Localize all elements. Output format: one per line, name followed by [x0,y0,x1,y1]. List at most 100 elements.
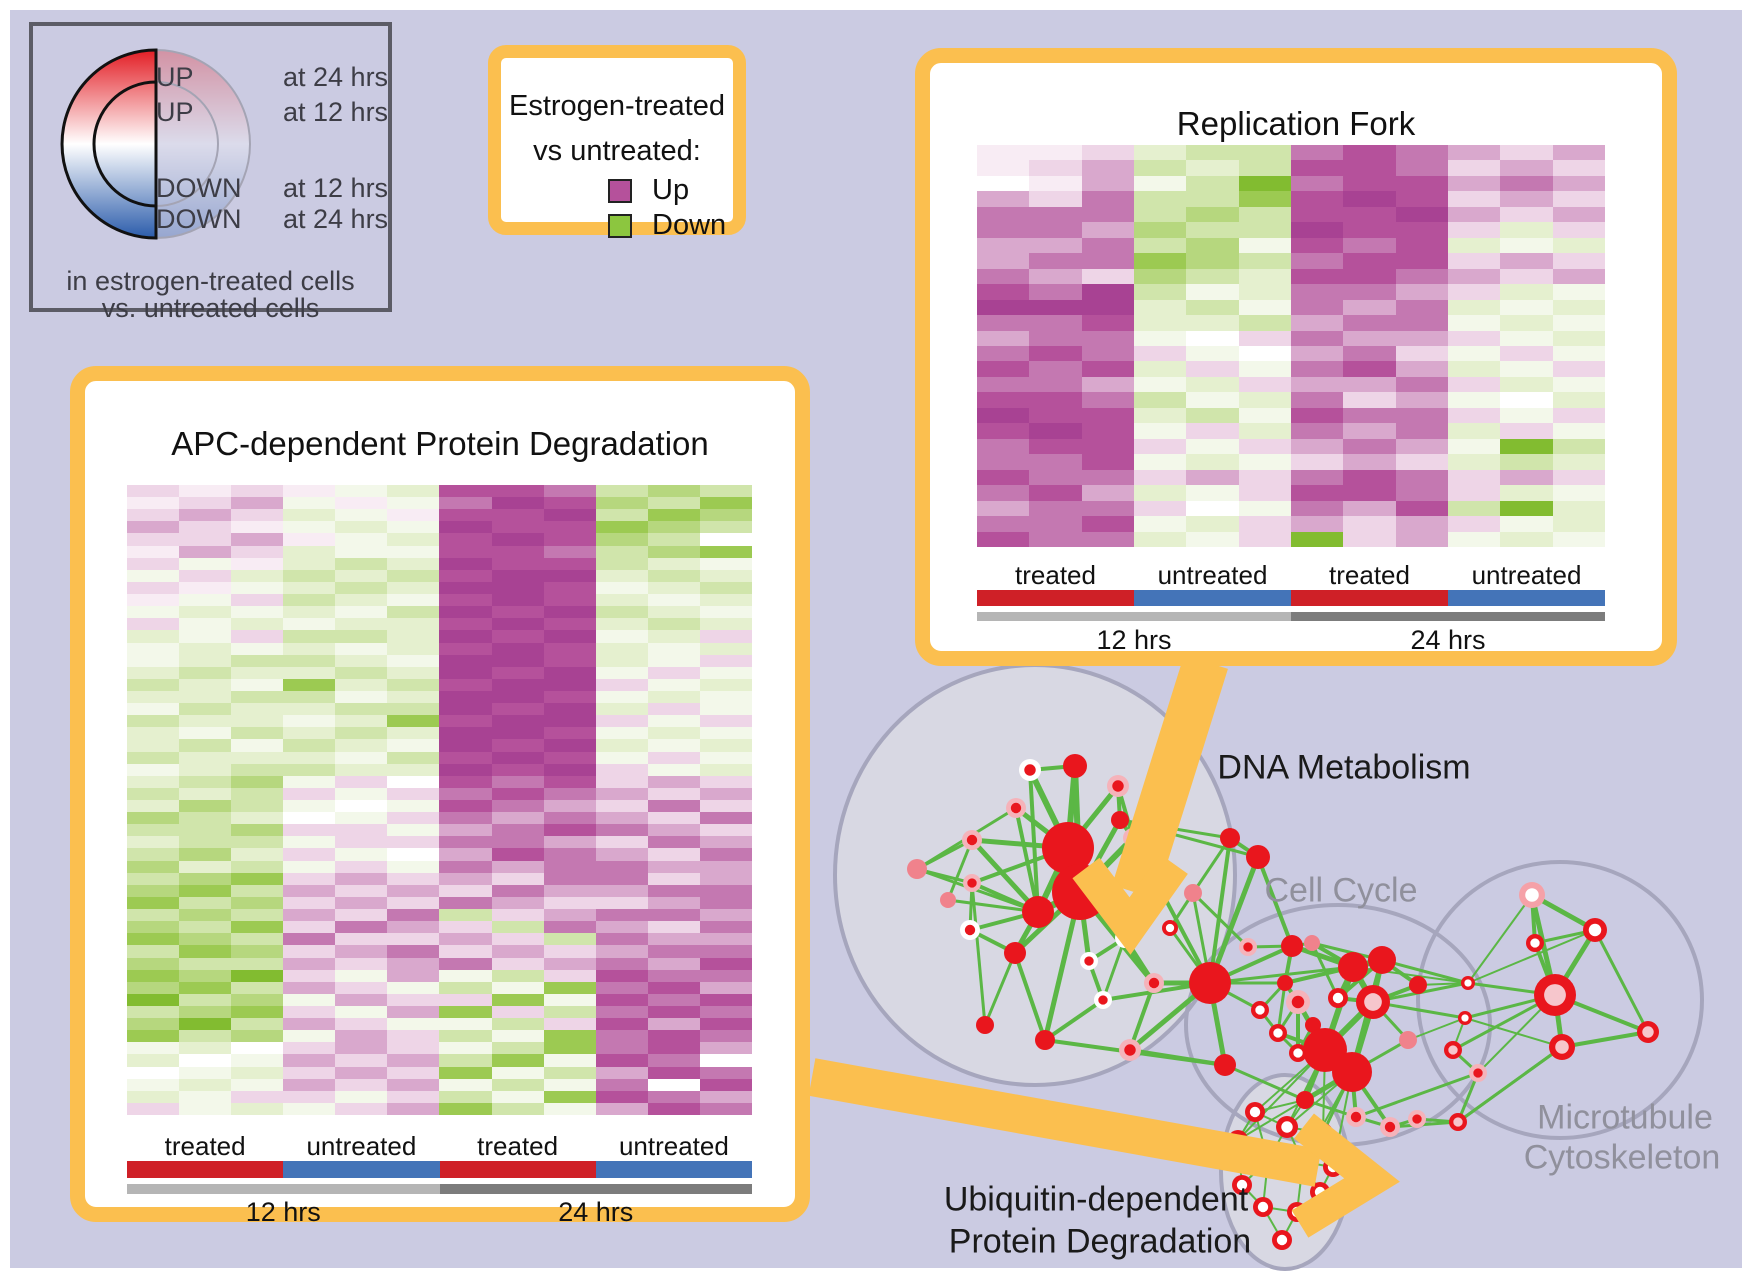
heatmap-cell [1447,299,1501,316]
network-node [1296,1091,1314,1109]
heatmap-cell [335,606,388,619]
heatmap-cell [1238,376,1291,393]
heatmap-cell [1343,345,1396,362]
heatmap-cell [491,848,544,861]
heatmap-cell [127,521,180,534]
heatmap-cell [491,630,544,643]
heatmap-cell [1238,454,1291,470]
network-edge [1561,1030,1649,1049]
heatmap-cell [439,521,492,534]
heatmap-cell [1081,299,1134,316]
heatmap-cell [231,909,284,922]
heatmap-cell [491,812,544,825]
cluster-label-ubiquitin-line1: Ubiquitin-dependent [943,1180,1249,1219]
heatmap-cell [543,690,596,704]
heatmap-cell [1500,500,1553,517]
heatmap-cell [1238,253,1291,269]
heatmap-cell [1029,253,1082,269]
network-node-core [1464,979,1472,987]
heatmap-cell [699,751,752,764]
heatmap-cell [283,993,336,1006]
heatmap-cell [283,666,336,679]
heatmap-cell [335,921,388,934]
axis-color-bar [977,590,1134,606]
heatmap-cell [1029,175,1082,192]
heatmap-cell [335,787,388,800]
heatmap-cell [977,376,1030,393]
heatmap-cell [699,497,752,510]
axis-label: 24 hrs [558,1197,634,1227]
network-node-core [1448,1045,1458,1055]
heatmap-cell [127,739,180,752]
heatmap-cell [179,860,232,873]
heatmap-cell [595,678,648,691]
heatmap-cell [231,836,284,849]
heatmap-cell [283,775,336,788]
heatmap-cell [647,594,700,607]
heatmap-cell [699,1078,752,1091]
heatmap-cell [647,509,700,522]
heatmap-cell [543,1078,596,1091]
heatmap-cell [1552,392,1605,408]
heatmap-cell [491,690,544,704]
heatmap-cell [1500,361,1553,377]
heatmap-cell [1186,145,1239,161]
heatmap-cell [699,630,752,643]
heatmap-cell [335,957,388,970]
heatmap-cell [543,921,596,934]
heatmap-cell [231,957,284,970]
heatmap-cell [647,993,700,1006]
heatmap-cell [1290,485,1344,501]
heatmap-cell [439,509,492,522]
heatmap-cell [699,993,752,1006]
heatmap-cell [179,666,232,679]
heatmap-cell [387,666,440,679]
heatmap-cell [127,727,180,740]
connector-arrow-head-0 [1072,854,1188,955]
network-edge [970,838,1040,914]
heatmap-cell [179,509,232,522]
heatmap-cell [179,654,232,667]
heatmap-cell [231,485,284,498]
heatmap-cell [179,557,232,570]
heatmap-cell [179,921,232,934]
heatmap-cell [387,993,440,1006]
heatmap-cell [1081,376,1134,393]
heatmap-cell [1500,206,1553,223]
replication-fork-group-labels: treated untreated treated untreated [977,560,1605,590]
network-edge [1208,837,1232,984]
heatmap-cell [1343,222,1396,238]
heatmap-cell [231,921,284,934]
heatmap-cell [1552,438,1605,455]
heatmap-cell [387,836,440,849]
heatmap-cell [231,666,284,679]
heatmap-cell [283,1030,336,1043]
axis-label: untreated [306,1131,417,1161]
heatmap-cell [387,957,440,970]
heatmap-cell [439,993,492,1006]
heatmap-cell [1343,423,1396,439]
heatmap-cell [1343,438,1396,455]
heatmap-cell [127,569,180,582]
heatmap-cell [1447,423,1501,439]
heatmap-cell [283,715,336,728]
heatmap-cell [491,509,544,522]
heatmap-cell [1029,330,1082,346]
heatmap-cell [387,860,440,873]
heatmap-cell [647,618,700,631]
heatmap-cell [283,909,336,922]
heatmap-cell [231,727,284,740]
heatmap-cell [283,751,336,764]
heatmap-cell [491,533,544,546]
heatmap-cell [387,921,440,934]
heatmap-cell [335,678,388,691]
heatmap-cell [335,666,388,679]
network-node-core [1243,942,1253,952]
heatmap-cell [543,630,596,643]
heatmap-cell [491,654,544,667]
heatmap-cell [595,1030,648,1043]
heatmap-cell [387,896,440,910]
heatmap-cell [647,921,700,934]
heatmap-cell [127,545,180,558]
heatmap-cell [595,1042,648,1055]
